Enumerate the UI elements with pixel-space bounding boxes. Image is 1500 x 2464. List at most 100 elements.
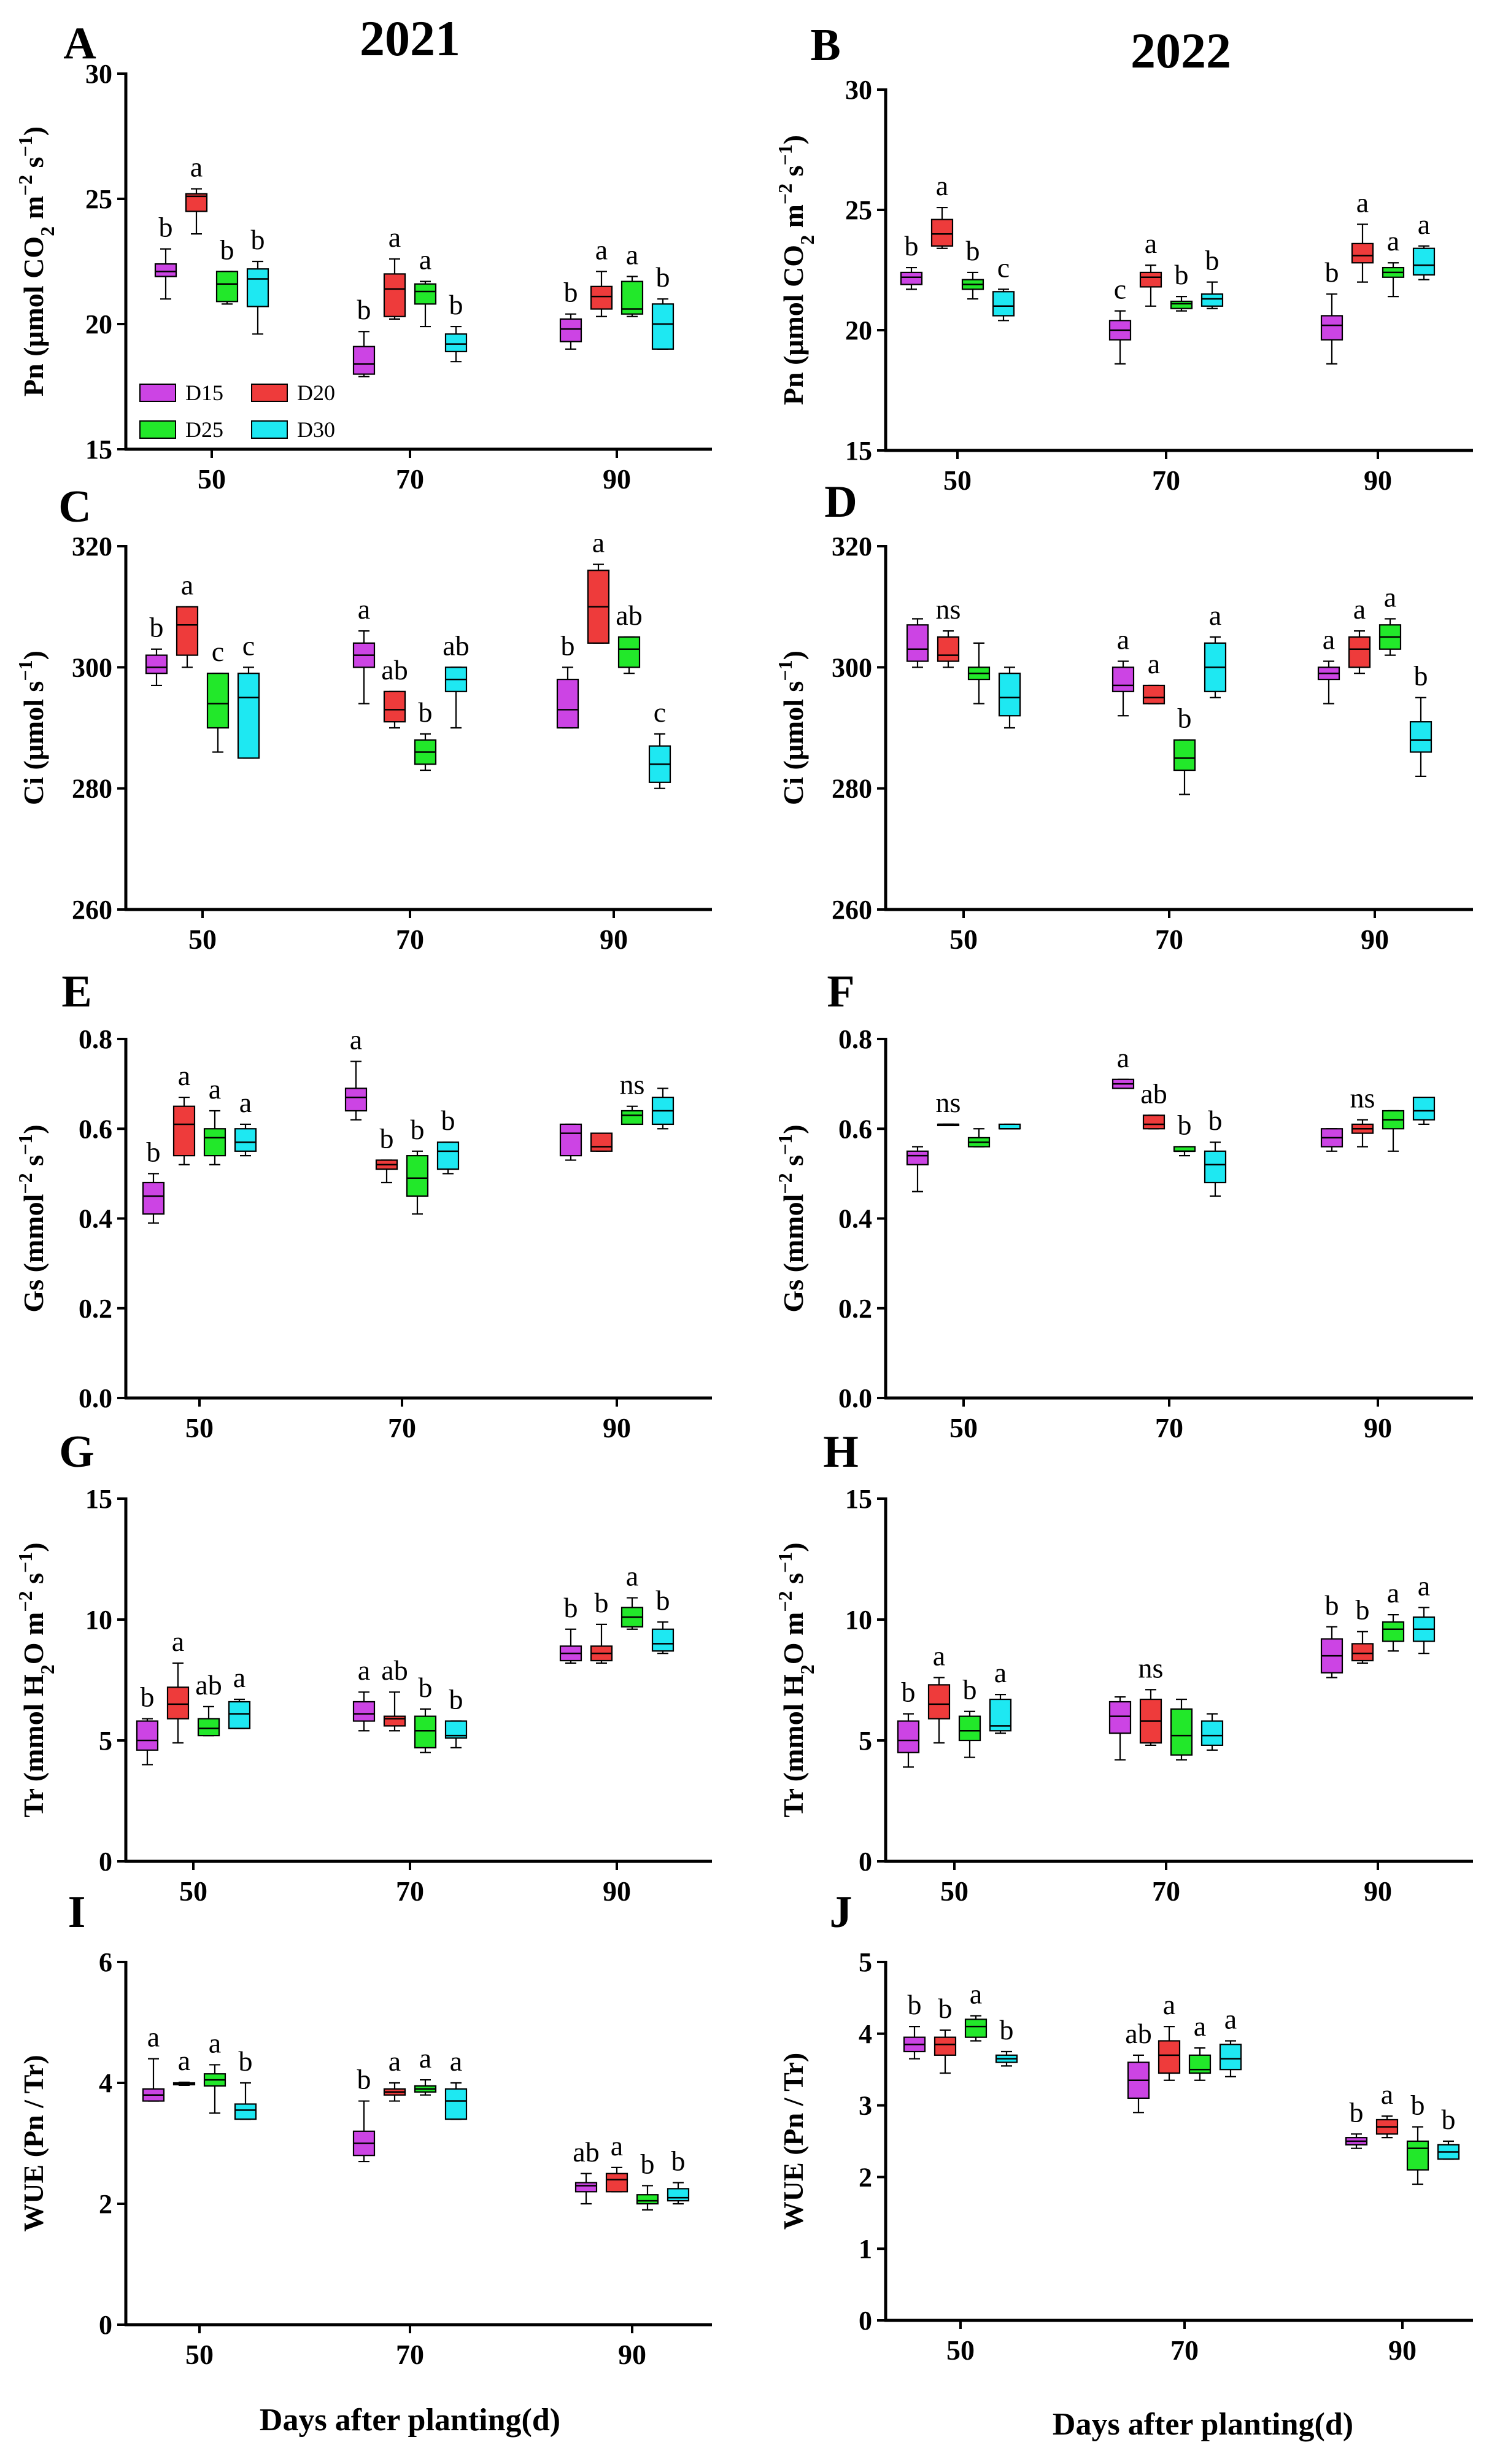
box-D15: b <box>559 1592 582 1664</box>
y-tick-label: 3 <box>859 2091 872 2121</box>
box-D25: b <box>636 2148 659 2211</box>
box-body <box>176 606 199 656</box>
significance-letter: b <box>1350 2096 1364 2128</box>
box-D15: a <box>352 1655 376 1732</box>
box-body <box>617 636 641 668</box>
box-D25: ns <box>620 1069 644 1126</box>
y-tick-label: 0 <box>99 2310 112 2340</box>
box-body <box>166 1686 190 1720</box>
significance-letter: a <box>936 170 948 201</box>
box-D30: a <box>1204 600 1227 698</box>
box-D30: a <box>1412 209 1436 280</box>
year-title-2021: 2021 <box>360 10 460 66</box>
significance-letter: a <box>1163 1989 1175 2020</box>
box-body <box>651 1628 675 1652</box>
box-D15: a <box>352 593 376 705</box>
box-D15 <box>559 1123 582 1161</box>
box-D20: a <box>383 2045 406 2102</box>
x-tick-label: 70 <box>1155 1412 1183 1443</box>
legend-item-D25: D25 <box>139 417 223 442</box>
box-D30: b <box>1437 2104 1460 2160</box>
significance-letter: a <box>1224 2003 1237 2034</box>
significance-letter: c <box>1114 274 1126 305</box>
box-D15: ab <box>573 2136 600 2205</box>
box-D30: b <box>1200 245 1224 309</box>
legend-label: D15 <box>185 380 223 405</box>
x-tick-label: 70 <box>1170 2335 1199 2366</box>
significance-letter: a <box>626 1561 638 1592</box>
significance-letter: b <box>1208 1105 1223 1136</box>
box-D25: a <box>1382 225 1405 298</box>
x-tick-label: 90 <box>603 1875 631 1907</box>
significance-letter: b <box>449 1683 463 1715</box>
y-axis-label: WUE (Pn / Tr) <box>18 2055 49 2231</box>
significance-letter: b <box>564 1592 578 1623</box>
significance-letter: a <box>147 2022 160 2053</box>
box-D30: b <box>234 2045 257 2120</box>
significance-letter: b <box>1442 2104 1456 2135</box>
box-D25: a <box>1188 2010 1212 2081</box>
box-body <box>1351 1643 1374 1662</box>
significance-letter: b <box>441 1105 455 1136</box>
box-D25: b <box>414 697 437 771</box>
significance-letter: b <box>641 2148 655 2179</box>
box-D20: a <box>172 1060 196 1165</box>
box-D20: ns <box>1350 1083 1375 1148</box>
box-D20: a <box>587 527 610 644</box>
box-body <box>937 636 960 662</box>
significance-letter: a <box>178 2045 190 2076</box>
significance-letter: b <box>1000 2014 1014 2045</box>
significance-letter: a <box>389 222 401 253</box>
significance-letter: b <box>1178 703 1192 734</box>
x-tick-label: 90 <box>603 463 631 495</box>
box-body <box>1170 300 1193 309</box>
significance-letter: c <box>212 636 224 667</box>
box-body <box>906 1150 929 1165</box>
y-tick-label: 260 <box>832 895 872 925</box>
significance-letter: a <box>239 1087 252 1118</box>
box-body <box>234 1128 257 1152</box>
x-tick-label: 70 <box>1152 465 1180 496</box>
significance-letter: a <box>1117 624 1129 655</box>
significance-letter: b <box>1175 259 1189 290</box>
box-body <box>992 291 1015 317</box>
box-D25: c <box>206 636 230 753</box>
box-D25: a <box>414 2042 437 2096</box>
box-body <box>1108 1701 1132 1734</box>
box-body <box>1158 2040 1181 2074</box>
significance-letter: b <box>251 224 265 255</box>
box-body <box>927 1684 951 1720</box>
box-D20 <box>590 1132 613 1152</box>
box-D15: b <box>1345 2096 1368 2149</box>
box-D25: a <box>620 1561 644 1630</box>
y-axis-label: WUE (Pn / Tr) <box>778 2053 809 2230</box>
box-D30 <box>651 1087 675 1130</box>
significance-letter: a <box>233 1662 245 1693</box>
significance-letter: b <box>380 1122 394 1154</box>
box-D30 <box>998 1123 1021 1130</box>
box-D30: b <box>444 289 468 363</box>
box-body <box>934 2036 957 2056</box>
box-body <box>1173 739 1196 771</box>
box-body <box>958 1715 981 1742</box>
box-body <box>228 1701 251 1729</box>
box-body <box>1142 1114 1166 1130</box>
box-D20: ns <box>1139 1652 1163 1746</box>
box-D25: b <box>215 234 239 305</box>
y-tick-label: 20 <box>85 309 112 339</box>
box-body <box>1409 721 1432 753</box>
x-tick-label: 90 <box>600 924 628 955</box>
box-D20: a <box>1158 1989 1181 2081</box>
significance-letter: a <box>178 1060 190 1091</box>
box-D20: a <box>930 170 954 249</box>
box-body <box>414 283 437 305</box>
y-tick-label: 0.4 <box>838 1204 872 1234</box>
legend-swatch <box>139 384 176 402</box>
box-D30: ab <box>443 630 470 729</box>
significance-letter: b <box>141 1682 155 1713</box>
box-body <box>590 285 613 310</box>
y-tick-label: 320 <box>72 531 112 562</box>
significance-letter: b <box>963 1674 977 1705</box>
x-tick-label: 70 <box>396 2339 424 2370</box>
